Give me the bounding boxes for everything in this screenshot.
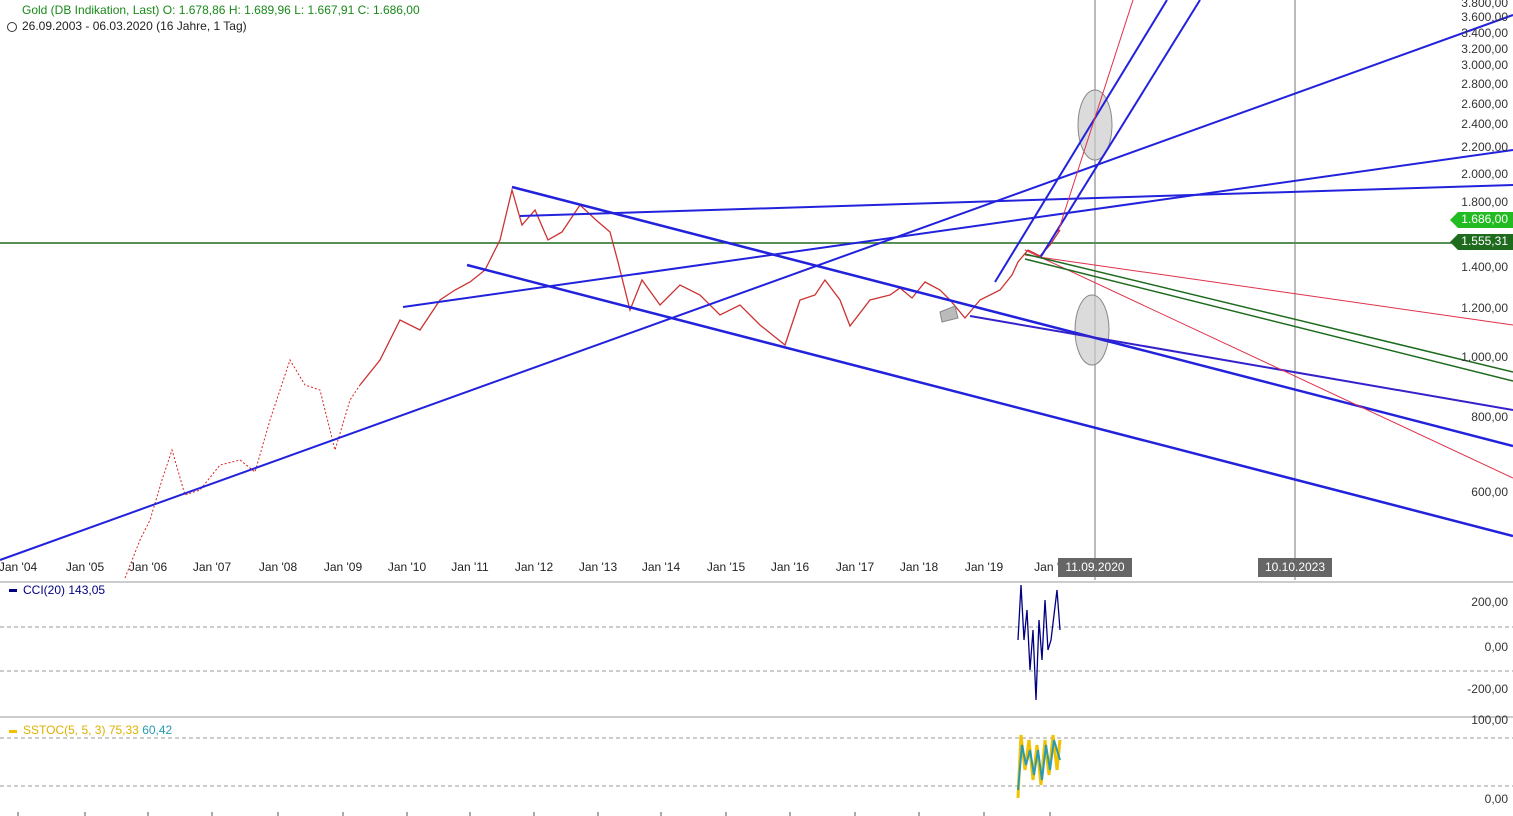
cci-legend: CCI(20) 143,05 — [23, 583, 105, 597]
price-tag — [1450, 212, 1513, 228]
price-tag-label: 1.686,00 — [1461, 212, 1508, 226]
price-axis-label: 3.000,00 — [1461, 58, 1508, 72]
time-axis-label: Jan '16 — [771, 560, 810, 574]
price-axis-label: 1.400,00 — [1461, 260, 1508, 274]
trendline — [519, 184, 1513, 217]
trendline — [969, 315, 1513, 411]
time-axis-label: Jan '13 — [579, 560, 618, 574]
time-axis-label: Jan '18 — [900, 560, 939, 574]
price-axis-label: 1.200,00 — [1461, 301, 1508, 315]
arrow-marker — [939, 305, 959, 323]
cci-axis-label: -200,00 — [1467, 682, 1508, 696]
time-axis-label: Jan '06 — [129, 560, 168, 574]
price-axis-label: 600,00 — [1471, 485, 1508, 499]
price-axis-label: 2.600,00 — [1461, 97, 1508, 111]
time-axis-label: Jan '04 — [0, 560, 37, 574]
price-axis-label: 3.400,00 — [1461, 26, 1508, 40]
trendline — [994, 0, 1168, 283]
legend-swatch — [9, 589, 17, 592]
trendline — [1039, 0, 1201, 259]
sstoc-legend: SSTOC(5, 5, 3) 75,33 60,42 — [23, 723, 173, 737]
trendline — [402, 149, 1513, 308]
price-axis-label: 2.400,00 — [1461, 117, 1508, 131]
time-axis-label: Jan '09 — [324, 560, 363, 574]
ellipse — [1074, 294, 1110, 366]
instrument: Gold (DB Indikation, Last) O: 1.678,86 H… — [22, 3, 420, 17]
time-axis-label: Jan '05 — [66, 560, 105, 574]
price-axis-label: 1.000,00 — [1461, 350, 1508, 364]
time-axis-label: Jan '08 — [259, 560, 298, 574]
date-marker-label: 11.09.2020 — [1065, 560, 1124, 574]
time-axis-label: Jan '12 — [515, 560, 554, 574]
price-line — [124, 358, 361, 579]
indicator-levels — [0, 626, 1513, 787]
trendline — [1057, 0, 1134, 233]
price-axis-label: 3.600,00 — [1461, 10, 1508, 24]
price-axis-label: 2.000,00 — [1461, 167, 1508, 181]
trendline — [1024, 258, 1513, 382]
clock-icon — [7, 22, 17, 32]
time-axis-label: Jan '17 — [836, 560, 875, 574]
price-axis-label: 1.800,00 — [1461, 195, 1508, 209]
trendline — [1024, 253, 1513, 373]
price-axis-label: 3.800,00 — [1461, 0, 1508, 10]
price-axis-label: 2.800,00 — [1461, 77, 1508, 91]
price-axis-label: 3.200,00 — [1461, 42, 1508, 56]
trendline — [1024, 254, 1513, 326]
price-tag-label: 1.555,31 — [1461, 234, 1508, 248]
trendline — [1024, 249, 1513, 479]
sstoc-axis-label: 100,00 — [1471, 713, 1508, 727]
date-marker-box — [1258, 558, 1332, 577]
trendline — [466, 263, 1513, 538]
sstoc-d — [1017, 739, 1061, 791]
price-axis-label: 800,00 — [1471, 410, 1508, 424]
date-marker-box — [1058, 558, 1132, 577]
cci-axis-label: 0,00 — [1485, 640, 1509, 654]
price-tag — [1450, 234, 1513, 250]
sstoc-axis-label: 0,00 — [1485, 792, 1509, 806]
time-axis-label: Jan '19 — [965, 560, 1004, 574]
date-marker-label: 10.10.2023 — [1265, 560, 1325, 574]
price-axis-label: 2.200,00 — [1461, 140, 1508, 154]
time-axis-label: Jan '14 — [642, 560, 681, 574]
price-candles — [359, 187, 1061, 386]
drawings — [0, 0, 1513, 580]
legend-swatch — [9, 730, 17, 733]
date-range: 26.09.2003 - 06.03.2020 (16 Jahre, 1 Tag… — [22, 19, 247, 33]
time-axis-label: Jan '10 — [388, 560, 427, 574]
time-axis-label: Jan '15 — [707, 560, 746, 574]
trendline — [0, 14, 1513, 561]
cci-axis-label: 200,00 — [1471, 595, 1508, 609]
time-axis-label: Jan '11 — [451, 560, 489, 574]
trendline — [511, 185, 1513, 448]
cci-line — [1017, 584, 1061, 701]
time-axis-label: Jan '07 — [193, 560, 232, 574]
